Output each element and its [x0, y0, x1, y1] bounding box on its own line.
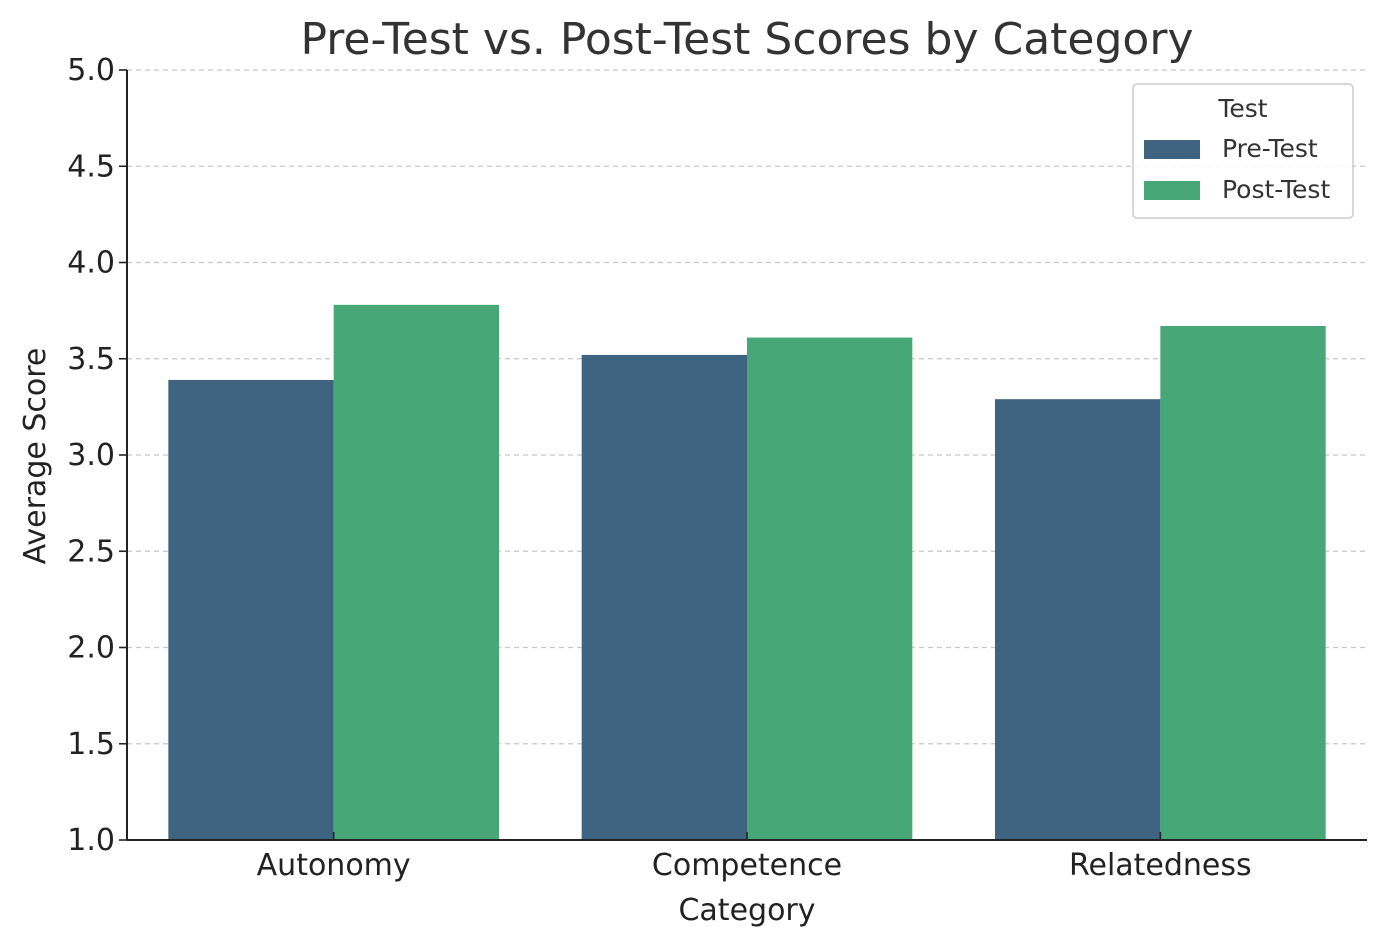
chart-title: Pre-Test vs. Post-Test Scores by Categor…	[301, 14, 1194, 65]
y-tick-label: 3.0	[67, 438, 115, 473]
legend-swatch	[1144, 140, 1200, 159]
x-tick-label: Autonomy	[257, 848, 411, 883]
y-tick-label: 4.5	[67, 149, 115, 184]
x-tick-label: Relatedness	[1069, 848, 1252, 883]
y-tick-label: 2.5	[67, 534, 115, 569]
y-ticks: 1.0 1.5 2.0 2.5 3.0 3.5 4.0 4.5 5.0	[67, 53, 127, 858]
x-axis-label: Category	[678, 893, 815, 928]
y-tick-label: 2.0	[67, 631, 115, 666]
y-tick-label: 1.0	[67, 823, 115, 858]
y-tick-label: 5.0	[67, 53, 115, 88]
y-tick-label: 3.5	[67, 342, 115, 377]
legend-label: Pre-Test	[1222, 134, 1318, 163]
bars	[168, 304, 1326, 841]
bar-post-test-competence	[747, 337, 913, 840]
bar-pre-test-autonomy	[168, 379, 334, 840]
y-tick-label: 4.0	[67, 246, 115, 281]
bar-post-test-relatedness	[1160, 326, 1326, 840]
legend-label: Post-Test	[1222, 175, 1330, 204]
legend-title: Test	[1217, 94, 1267, 123]
legend-swatch	[1144, 181, 1200, 200]
bar-pre-test-relatedness	[995, 399, 1161, 840]
bar-post-test-autonomy	[333, 304, 499, 841]
y-tick-label: 1.5	[67, 727, 115, 762]
bar-pre-test-competence	[581, 354, 747, 840]
legend: Test Pre-Test Post-Test	[1132, 83, 1354, 219]
x-tick-label: Competence	[652, 848, 842, 883]
x-ticks: Autonomy Competence Relatedness	[257, 832, 1252, 883]
y-axis-label: Average Score	[18, 348, 53, 565]
